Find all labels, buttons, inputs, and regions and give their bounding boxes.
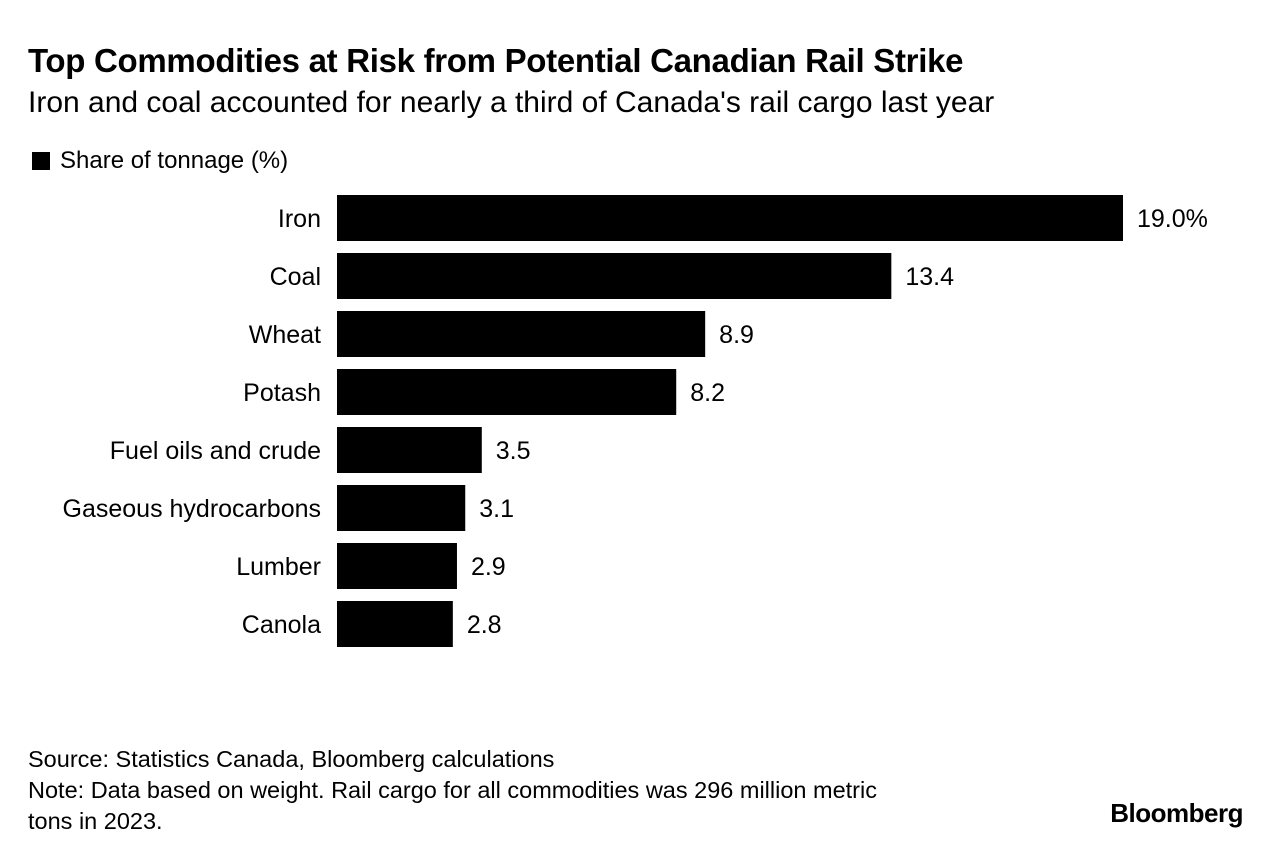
category-label-lumber: Lumber	[236, 553, 321, 581]
bar-lumber	[337, 543, 457, 589]
legend-swatch	[32, 152, 50, 170]
value-label-lumber: 2.9	[471, 553, 506, 581]
category-label-wheat: Wheat	[249, 321, 321, 349]
note-line-2: tons in 2023.	[28, 808, 163, 834]
bar-iron	[337, 195, 1123, 241]
category-label-potash: Potash	[243, 379, 321, 407]
note-line-1: Note: Data based on weight. Rail cargo f…	[28, 777, 877, 803]
bar-fuel-oils-and-crude	[337, 427, 482, 473]
bar-gaseous-hydrocarbons	[337, 485, 466, 531]
bar-coal	[337, 253, 892, 299]
bar-wheat	[337, 311, 706, 357]
value-label-potash: 8.2	[690, 379, 725, 407]
chart-title: Top Commodities at Risk from Potential C…	[28, 42, 964, 79]
legend-label: Share of tonnage (%)	[60, 147, 289, 174]
category-label-canola: Canola	[242, 611, 321, 639]
category-label-iron: Iron	[278, 205, 321, 233]
value-label-coal: 13.4	[905, 263, 954, 291]
value-label-wheat: 8.9	[719, 321, 754, 349]
value-label-canola: 2.8	[467, 611, 502, 639]
value-label-iron: 19.0%	[1137, 205, 1208, 233]
bar-canola	[337, 601, 453, 647]
category-label-fuel-oils-and-crude: Fuel oils and crude	[110, 437, 321, 465]
category-label-gaseous-hydrocarbons: Gaseous hydrocarbons	[63, 495, 321, 523]
value-label-gaseous-hydrocarbons: 3.1	[479, 495, 514, 523]
source-note: Source: Statistics Canada, Bloomberg cal…	[28, 746, 555, 772]
bar-chart: Iron 19.0% Coal 13.4 Wheat 8.9 Potash 8.2 Fuel o…	[63, 195, 1208, 647]
chart-subtitle: Iron and coal accounted for nearly a thi…	[28, 86, 995, 119]
legend: Share of tonnage (%)	[32, 147, 288, 175]
value-label-fuel-oils-and-crude: 3.5	[496, 437, 531, 465]
footer: Source: Statistics Canada, Bloomberg cal…	[28, 744, 1028, 837]
category-label-coal: Coal	[270, 263, 321, 291]
bar-potash	[337, 369, 677, 415]
bloomberg-logo: Bloomberg	[1110, 798, 1243, 828]
